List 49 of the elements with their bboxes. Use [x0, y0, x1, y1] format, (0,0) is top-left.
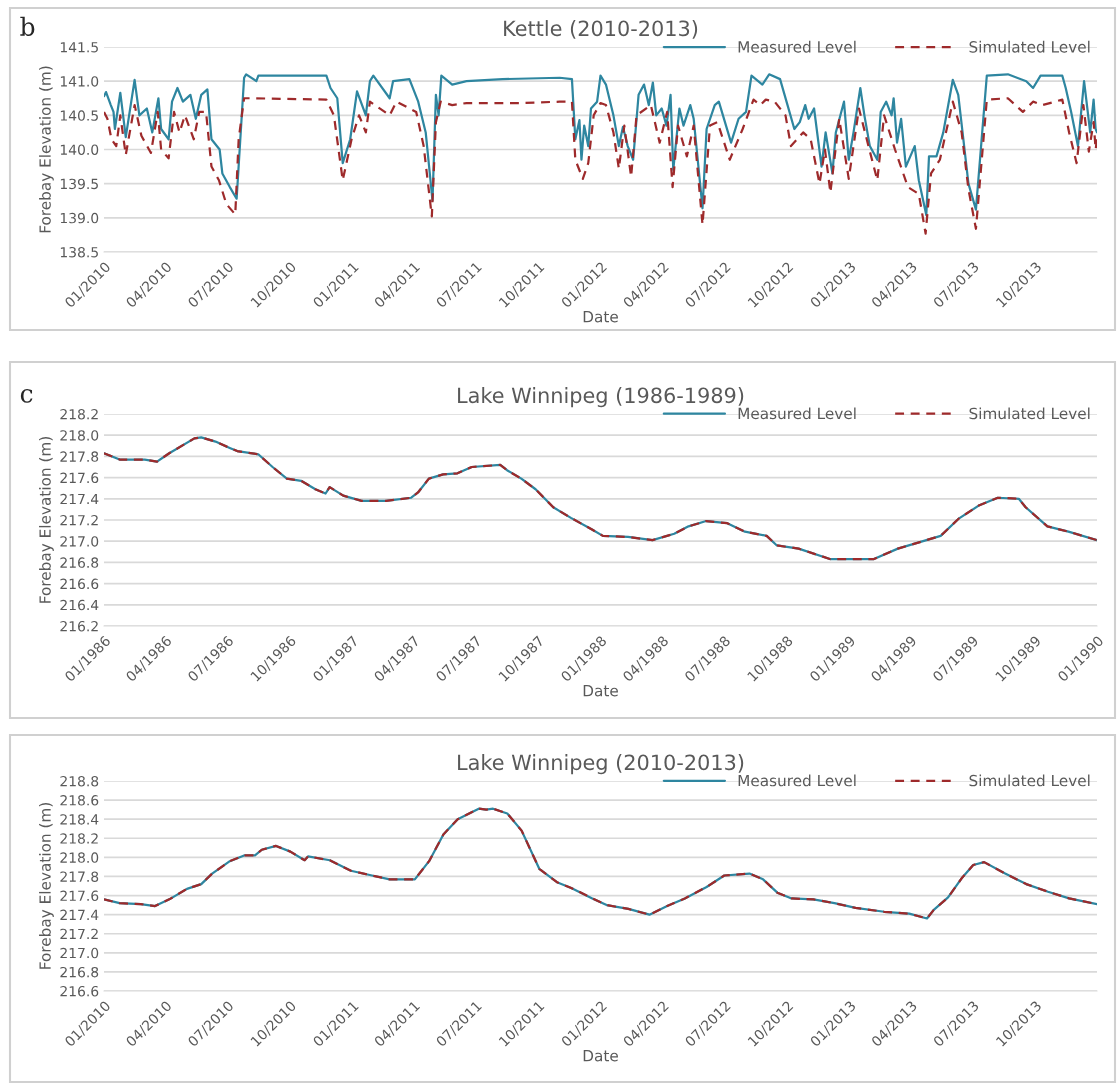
- y-tick-label: 218.2: [60, 408, 98, 420]
- y-tick-label: 139.0: [60, 212, 99, 224]
- y-tick-label: 217.8: [60, 871, 99, 882]
- line-series: [104, 73, 1097, 217]
- y-tick-label: 218.8: [60, 775, 99, 787]
- y-axis-title: Forebay Elevation (m): [39, 803, 54, 969]
- y-tick-label: 139.5: [60, 178, 98, 190]
- y-tick-label: 217.2: [60, 928, 98, 939]
- y-tick-label: 216.8: [60, 557, 99, 568]
- legend-label: Measured Level: [738, 774, 856, 787]
- y-tick-label: 138.5: [60, 246, 98, 258]
- text: b: [20, 16, 35, 37]
- y-tick-label: 218.0: [60, 430, 99, 441]
- chart-title: Kettle (2010-2013): [504, 20, 698, 39]
- y-tick-label: 218.6: [60, 795, 99, 806]
- text: c: [20, 389, 33, 403]
- x-axis-title: Date: [583, 311, 618, 323]
- legend-label: Measured Level: [738, 40, 856, 53]
- y-tick-label: 216.2: [60, 620, 98, 632]
- line-series: [104, 97, 1097, 235]
- y-tick-label: 216.4: [60, 599, 99, 611]
- x-axis-title: Date: [583, 685, 618, 697]
- y-tick-label: 217.2: [60, 514, 98, 526]
- y-tick-label: 217.0: [60, 536, 99, 547]
- y-tick-label: 217.4: [60, 493, 99, 505]
- y-tick-label: 216.6: [60, 985, 99, 997]
- y-tick-label: 217.6: [60, 890, 99, 902]
- y-tick-label: 218.0: [60, 852, 99, 863]
- y-tick-label: 217.4: [60, 909, 99, 920]
- y-tick-label: 140.0: [60, 144, 99, 155]
- x-axis-title: Date: [583, 1050, 618, 1062]
- y-tick-label: 141.5: [60, 42, 98, 53]
- y-tick-label: 217.6: [60, 472, 99, 484]
- y-tick-label: 217.8: [60, 451, 99, 462]
- legend-label: Simulated Level: [969, 774, 1090, 787]
- y-tick-label: 216.6: [60, 578, 99, 590]
- y-tick-label: 141.0: [60, 76, 99, 87]
- legend-label: Measured Level: [738, 407, 856, 420]
- y-tick-label: 218.2: [60, 833, 98, 844]
- y-tick-label: 217.0: [60, 947, 99, 959]
- y-axis-title: Forebay Elevation (m): [39, 66, 54, 233]
- y-tick-label: 218.4: [60, 814, 99, 825]
- legend-label: Simulated Level: [969, 407, 1090, 420]
- y-axis-title: Forebay Elevation (m): [39, 437, 54, 603]
- chart-title: Lake Winnipeg (1986-1989): [458, 387, 744, 408]
- chart-title: Lake Winnipeg (2010-2013): [458, 754, 744, 775]
- legend-label: Simulated Level: [969, 40, 1090, 53]
- y-tick-label: 216.8: [60, 966, 99, 978]
- y-tick-label: 140.5: [60, 110, 98, 121]
